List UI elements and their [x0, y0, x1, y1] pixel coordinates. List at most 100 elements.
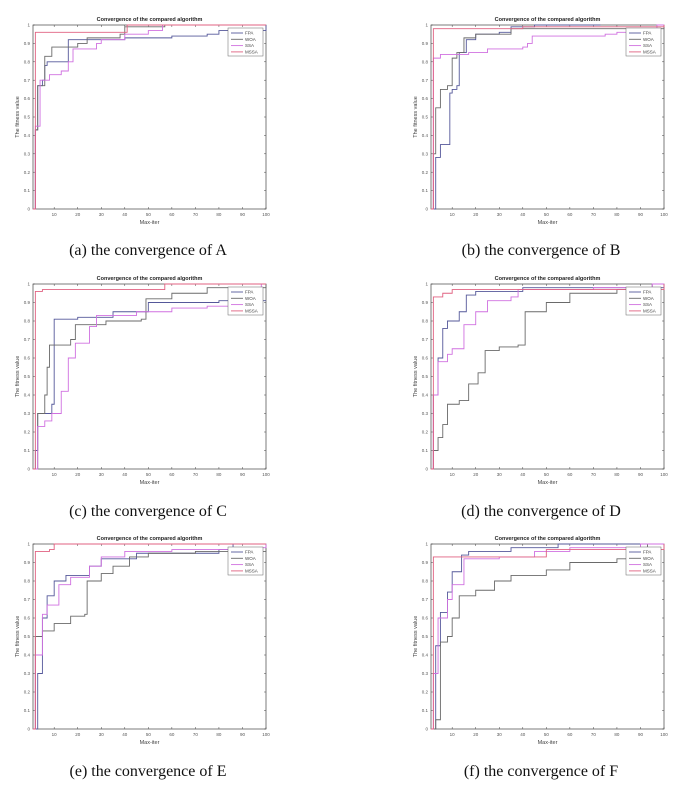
legend-label-mssa: MSSA: [245, 309, 258, 314]
legend-label-fpa: FPA: [643, 550, 651, 555]
y-tick-label: 0.2: [422, 430, 429, 435]
x-tick-label: 60: [169, 212, 175, 217]
plot-area: [32, 24, 267, 210]
x-tick-label: 40: [122, 212, 128, 217]
x-axis-label: Max-iter: [140, 480, 160, 486]
y-tick-label: 0.3: [24, 671, 31, 676]
series-line-mssa: [431, 544, 665, 730]
x-tick-label: 10: [52, 732, 58, 737]
y-tick-label: 0.4: [422, 133, 429, 138]
x-tick-label: 50: [146, 472, 152, 477]
x-tick-label: 20: [75, 732, 81, 737]
y-tick-label: 0.8: [422, 319, 429, 324]
legend-label-ssa: SSA: [245, 302, 254, 307]
x-tick-label: 10: [52, 472, 58, 477]
y-tick-label: 0.8: [24, 579, 31, 584]
x-tick-label: 30: [497, 732, 503, 737]
legend-label-mssa: MSSA: [643, 50, 656, 55]
x-tick-label: 30: [99, 212, 105, 217]
y-tick-label: 0.2: [422, 170, 429, 175]
x-tick-label: 50: [146, 212, 152, 217]
y-tick-label: 0: [27, 207, 30, 212]
y-tick-label: 0.9: [422, 300, 429, 305]
y-tick-label: 0.6: [422, 616, 429, 621]
y-tick-label: 0.9: [422, 41, 429, 46]
x-tick-label: 20: [473, 212, 479, 217]
legend-label-woa: WOA: [643, 556, 654, 561]
y-axis-label: The fitness value: [15, 616, 21, 658]
caption-c: (c) the convergence of C: [69, 503, 227, 520]
legend-label-fpa: FPA: [245, 31, 253, 36]
y-tick-label: 0.6: [422, 96, 429, 101]
x-tick-label: 40: [122, 472, 128, 477]
y-tick-label: 1: [425, 23, 428, 28]
y-axis-label: The fitness value: [15, 356, 21, 398]
x-axis-label: Max-iter: [538, 480, 558, 486]
x-tick-label: 90: [638, 212, 644, 217]
plot-area: [430, 283, 665, 470]
y-tick-label: 1: [27, 282, 30, 287]
x-tick-label: 80: [216, 732, 222, 737]
x-axis-label: Max-iter: [140, 740, 160, 746]
y-tick-label: 0.6: [24, 616, 31, 621]
x-tick-label: 30: [99, 472, 105, 477]
series-line-mssa: [431, 284, 665, 470]
y-tick-label: 1: [27, 23, 30, 28]
legend-label-woa: WOA: [245, 37, 256, 42]
series-line-mssa: [33, 543, 266, 730]
x-tick-label: 80: [614, 212, 620, 217]
y-tick-label: 0.3: [422, 671, 429, 676]
caption-e: (e) the convergence of E: [69, 763, 227, 780]
y-tick-label: 0.7: [24, 597, 31, 602]
legend-label-fpa: FPA: [245, 550, 253, 555]
legend-label-woa: WOA: [245, 296, 256, 301]
legend-label-woa: WOA: [643, 296, 654, 301]
y-tick-label: 0: [27, 727, 30, 732]
plot-area: [32, 283, 267, 470]
y-axis-label: The fitness value: [413, 96, 419, 138]
legend-label-ssa: SSA: [245, 562, 254, 567]
y-tick-label: 0.3: [422, 151, 429, 156]
series-line-woa: [431, 25, 665, 210]
subplot-b: Convergence of the compared algorithm Max…: [413, 17, 668, 226]
y-tick-label: 0.2: [422, 690, 429, 695]
y-tick-label: 0.3: [24, 151, 31, 156]
legend-label-mssa: MSSA: [245, 569, 258, 574]
x-tick-label: 20: [75, 212, 81, 217]
legend-label-ssa: SSA: [643, 562, 652, 567]
x-tick-label: 100: [660, 732, 668, 737]
x-tick-label: 40: [520, 732, 526, 737]
legend-label-ssa: SSA: [245, 43, 254, 48]
plot-area: [430, 24, 665, 210]
y-tick-label: 0.5: [422, 374, 429, 379]
y-tick-label: 0.7: [24, 78, 31, 83]
y-tick-label: 0: [425, 467, 428, 472]
chart-title: Convergence of the compared algorithm: [97, 17, 203, 23]
caption-f: (f) the convergence of F: [463, 763, 619, 780]
x-tick-label: 90: [638, 732, 644, 737]
y-tick-label: 0.9: [24, 300, 31, 305]
y-tick-label: 0.4: [24, 133, 31, 138]
y-tick-label: 0.1: [422, 708, 429, 713]
y-tick-label: 1: [425, 282, 428, 287]
y-tick-label: 0.9: [24, 41, 31, 46]
y-tick-label: 0.5: [24, 374, 31, 379]
x-tick-label: 50: [544, 472, 550, 477]
y-tick-label: 0: [27, 467, 30, 472]
x-tick-label: 90: [638, 472, 644, 477]
x-tick-label: 30: [497, 212, 503, 217]
x-tick-label: 10: [450, 472, 456, 477]
y-tick-label: 0.3: [24, 411, 31, 416]
series-line-woa: [33, 24, 266, 210]
y-tick-label: 0.4: [422, 653, 429, 658]
x-tick-label: 80: [614, 732, 620, 737]
series-line-mssa: [431, 25, 665, 210]
subplot-f: Convergence of the compared algorithm Max…: [413, 536, 668, 746]
x-tick-label: 90: [240, 732, 246, 737]
x-tick-label: 60: [567, 212, 573, 217]
legend-label-ssa: SSA: [643, 43, 652, 48]
y-tick-label: 0.4: [24, 653, 31, 658]
y-tick-label: 0.7: [422, 337, 429, 342]
x-axis-label: Max-iter: [140, 220, 160, 226]
y-tick-label: 0.8: [24, 319, 31, 324]
